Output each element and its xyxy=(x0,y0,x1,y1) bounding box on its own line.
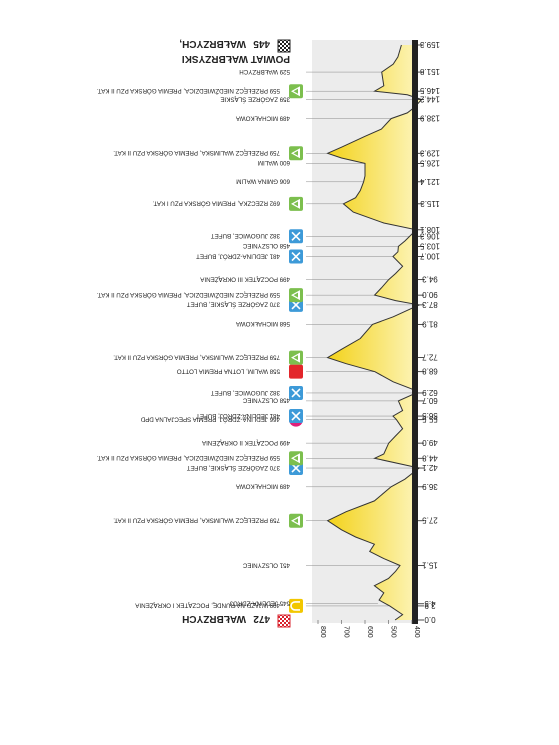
km-label: 115.3 xyxy=(420,199,440,208)
waypoint-label: 481 JEDLINA-ZDRÓJ, BUFET xyxy=(196,252,280,259)
km-label: 44.8 xyxy=(422,453,438,462)
start-altitude: 472 xyxy=(253,613,270,624)
altitude-tick-label: 800 xyxy=(319,626,326,638)
finish-block: 445 WAŁBRZYCH, POWIAT WAŁBRZYSKI xyxy=(179,38,291,64)
km-label: 56.5 xyxy=(422,411,438,420)
km-label: 0.0 xyxy=(424,615,436,624)
km-label: 36.9 xyxy=(422,482,438,491)
km-label: 129.3 xyxy=(419,148,440,157)
km-label: 42.1 xyxy=(422,463,438,472)
feed-icon xyxy=(289,229,303,244)
waypoint-label: 558 WALIM, LOTNA PREMIA LOTTO xyxy=(177,367,280,374)
km-label: 81.9 xyxy=(422,319,438,328)
climb-icon xyxy=(289,350,303,365)
waypoint-label: 499 POCZĄTEK III OKRĄŻENIA xyxy=(199,275,290,282)
lotto-icon xyxy=(289,364,303,379)
waypoints: 499 WJAZD NA RUNDĘ, POCZĄTEK I OKRĄŻENIA… xyxy=(97,68,303,613)
waypoint-label: 600 WALIM xyxy=(258,159,290,166)
waypoint-label: 499 WJAZD NA RUNDĘ, POCZĄTEK I OKRĄŻENIA xyxy=(134,602,280,609)
waypoint-label: 759 PRZEŁĘCZ WALIMSKA, PREMIA GÓRSKA PZU… xyxy=(113,517,280,524)
km-label: 72.7 xyxy=(422,353,438,362)
waypoint-label: 466 JEDLINA-ZDRÓJ, PREMIA SPECJALNA DPD xyxy=(140,415,280,422)
waypoint-label: 382 JUGOWICE, BUFET xyxy=(211,389,280,396)
waypoint-label: 451 OLSZYNIEC xyxy=(242,561,290,568)
distance-axis-bar xyxy=(412,40,418,624)
altitude-tick-label: 700 xyxy=(343,626,350,638)
loop-icon xyxy=(289,598,303,613)
waypoint-label: 545 JEDLINA-ZDRÓJ xyxy=(230,600,290,607)
waypoint-label: 370 ZAGÓRZE ŚLĄSKIE, BUFET xyxy=(187,301,280,309)
start-flag-icon xyxy=(277,614,291,628)
waypoint-label: 481 JEDLINA-ZDRÓJ, BUFET xyxy=(196,412,280,419)
waypoint-label: 559 PRZEŁĘCZ NIEDŹWIEDZICA, PREMIA GÓRSK… xyxy=(97,291,280,298)
km-label: 60.7 xyxy=(422,396,438,405)
km-label: 27.5 xyxy=(422,516,438,525)
km-label: 90.0 xyxy=(422,290,438,299)
km-label: 62.9 xyxy=(422,388,438,397)
km-label: 146.5 xyxy=(419,86,440,95)
km-label: 4.5 xyxy=(424,599,436,608)
altitude-tick-label: 400 xyxy=(413,626,420,638)
waypoint-label: 499 POCZĄTEK II OKRĄŻENIA xyxy=(201,439,290,446)
waypoint-label: 692 RZECZKA, PREMIA GÓRSKA PZU I KAT. xyxy=(152,200,280,207)
climb-icon xyxy=(289,146,303,161)
waypoint-label: 529 WAŁBRZYCH xyxy=(239,68,290,75)
km-label: 151.8 xyxy=(419,67,440,76)
km-label: 55.5 xyxy=(422,415,438,424)
km-label: 126.5 xyxy=(419,158,440,167)
start-name: WAŁBRZYCH xyxy=(182,613,246,624)
profile-area xyxy=(327,45,422,620)
feed-icon xyxy=(289,385,303,400)
finish-name: WAŁBRZYCH, xyxy=(179,38,246,49)
km-label: 94.3 xyxy=(422,275,438,284)
climb-icon xyxy=(289,513,303,528)
altitude-axis: 800 700 600 500 400 xyxy=(317,620,420,638)
waypoint-label: 759 PRZEŁĘCZ WALIMSKA, PREMIA GÓRSKA PZU… xyxy=(113,353,280,360)
km-label: 138.9 xyxy=(419,114,440,123)
waypoint-label: 606 GMINA WALIM xyxy=(236,178,290,185)
waypoint-label: 559 PRZEŁĘCZ NIEDŹWIEDZICA, PREMIA GÓRSK… xyxy=(97,87,280,94)
climb-icon xyxy=(289,84,303,99)
km-label: 15.1 xyxy=(422,560,438,569)
km-label: 100.7 xyxy=(419,252,440,261)
km-markers: 0.0 3.94.5 15.1 27.5 36.9 42.144.8 49.0 55.556.… xyxy=(418,40,440,624)
waypoint-label: 382 JUGOWICE, BUFET xyxy=(211,232,280,239)
km-label: 68.8 xyxy=(422,367,438,376)
km-label: 87.3 xyxy=(422,300,438,309)
km-label: 103.5 xyxy=(419,241,440,250)
km-label: 121.4 xyxy=(419,177,440,186)
altitude-tick-label: 500 xyxy=(390,626,397,638)
waypoint-label: 559 PRZEŁĘCZ NIEDŹWIEDZICA, PREMIA GÓRSK… xyxy=(97,454,280,461)
waypoint-label: 370 ZAGÓRZE ŚLĄSKIE, BUFET xyxy=(187,464,280,472)
finish-altitude: 445 xyxy=(253,38,270,49)
start-block: 472 WAŁBRZYCH xyxy=(182,613,291,628)
profile-line xyxy=(326,44,423,621)
waypoint-label: 759 PRZEŁĘCZ WALIMSKA, PREMIA GÓRSKA PZU… xyxy=(113,149,280,156)
waypoint-label: 458 OLSZYNIEC xyxy=(242,397,290,404)
feed-icon xyxy=(289,249,303,264)
km-label: 3.9 xyxy=(424,601,436,610)
km-label: 159.3 xyxy=(419,40,440,49)
finish-name-line2: POWIAT WAŁBRZYSKI xyxy=(182,53,290,64)
waypoint-label: 489 MICHAŁKOWA xyxy=(235,483,290,490)
km-label: 106.3 xyxy=(419,231,440,240)
waypoint-label: 568 MICHAŁKOWA xyxy=(235,320,290,327)
km-label: 144.2 xyxy=(419,95,440,104)
waypoint-label: 359 ZAGÓRZE ŚLĄSKIE xyxy=(221,95,290,103)
altitude-tick-label: 600 xyxy=(366,626,373,638)
waypoint-label: 489 MICHAŁKOWA xyxy=(235,114,290,121)
climb-icon xyxy=(289,451,303,466)
climb-icon xyxy=(289,288,303,303)
waypoint-guides xyxy=(306,71,422,607)
finish-flag-icon xyxy=(277,39,291,53)
climb-icon xyxy=(289,196,303,211)
km-label: 108.1 xyxy=(419,225,440,234)
feed-icon xyxy=(289,409,303,424)
waypoint-label: 458 OLSZYNIEC xyxy=(242,242,290,249)
km-label: 49.0 xyxy=(422,438,438,447)
